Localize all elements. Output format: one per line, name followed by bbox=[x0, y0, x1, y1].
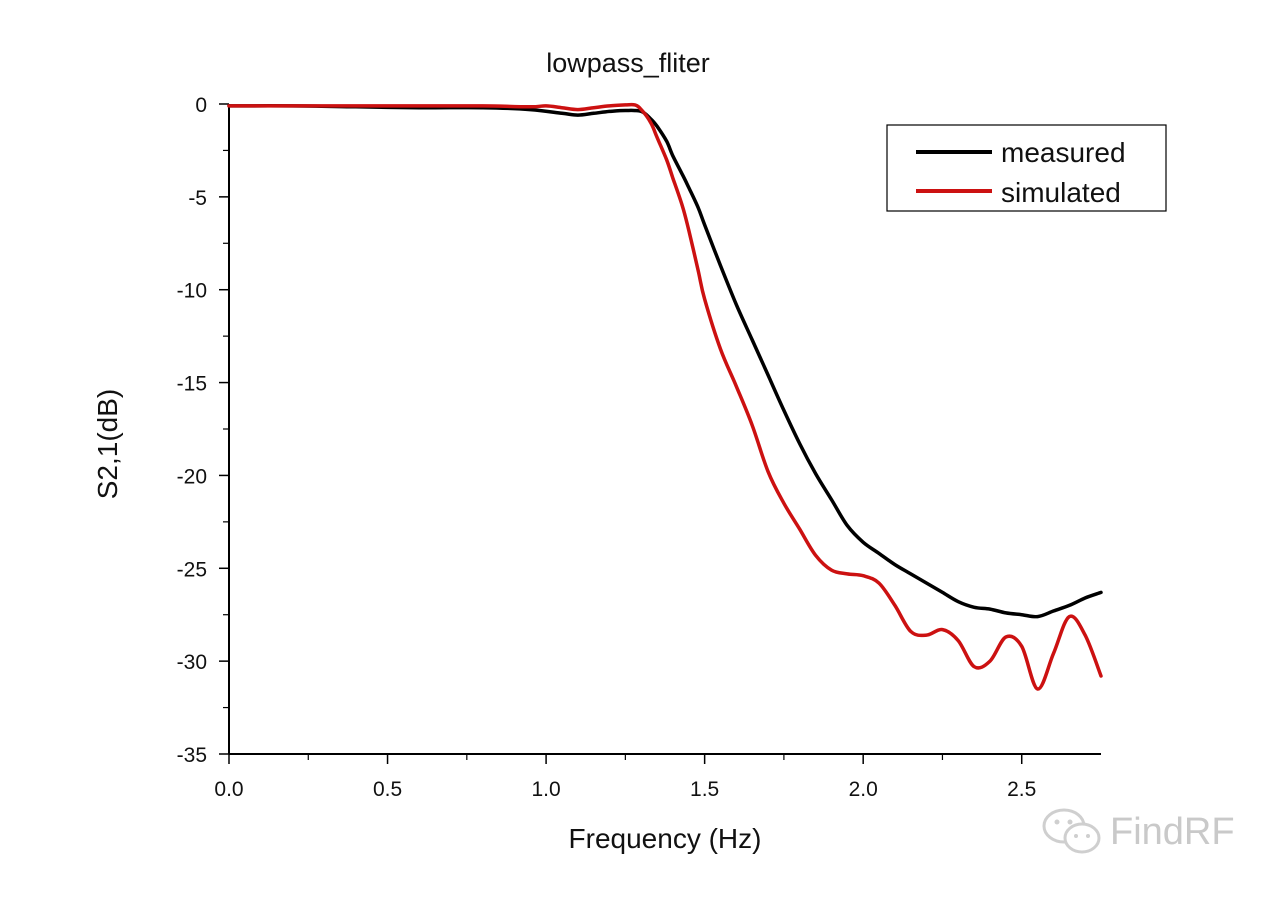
series-line-measured bbox=[227, 104, 1103, 619]
wechat-icon bbox=[1042, 808, 1101, 854]
y-tick-label: -25 bbox=[177, 558, 207, 581]
series bbox=[227, 102, 1103, 691]
watermark-text: FindRF bbox=[1110, 810, 1235, 853]
y-axis-title: S2,1(dB) bbox=[92, 389, 123, 500]
legend-box bbox=[886, 124, 1167, 212]
watermark: FindRF bbox=[1040, 806, 1235, 858]
x-tick-label: 0.0 bbox=[214, 778, 243, 801]
x-tick-label: 2.5 bbox=[1007, 778, 1036, 801]
legend-label-measured: measured bbox=[1001, 137, 1126, 168]
y-tick-label: -20 bbox=[177, 465, 207, 488]
legend: measured simulated bbox=[886, 124, 1167, 212]
y-tick-label: -10 bbox=[177, 280, 207, 303]
x-axis-title: Frequency (Hz) bbox=[569, 823, 762, 854]
y-tick-label: -5 bbox=[188, 187, 207, 210]
y-tick-label: -35 bbox=[177, 744, 207, 767]
x-tick-label: 0.5 bbox=[373, 778, 402, 801]
x-ticks: 0.0 0.5 1.0 1.5 2.0 2.5 bbox=[214, 754, 1036, 801]
legend-label-simulated: simulated bbox=[1001, 177, 1121, 208]
chart-title: lowpass_fliter bbox=[546, 48, 710, 78]
x-tick-label: 2.0 bbox=[849, 778, 878, 801]
x-tick-label: 1.0 bbox=[531, 778, 560, 801]
series-line-simulated bbox=[227, 102, 1103, 691]
x-tick-label: 1.5 bbox=[690, 778, 719, 801]
y-tick-label: -30 bbox=[177, 651, 207, 674]
y-tick-label: 0 bbox=[195, 94, 207, 117]
y-ticks: 0 -5 -10 -15 -20 -25 -30 -35 bbox=[177, 94, 229, 767]
y-tick-label: -15 bbox=[177, 373, 207, 396]
